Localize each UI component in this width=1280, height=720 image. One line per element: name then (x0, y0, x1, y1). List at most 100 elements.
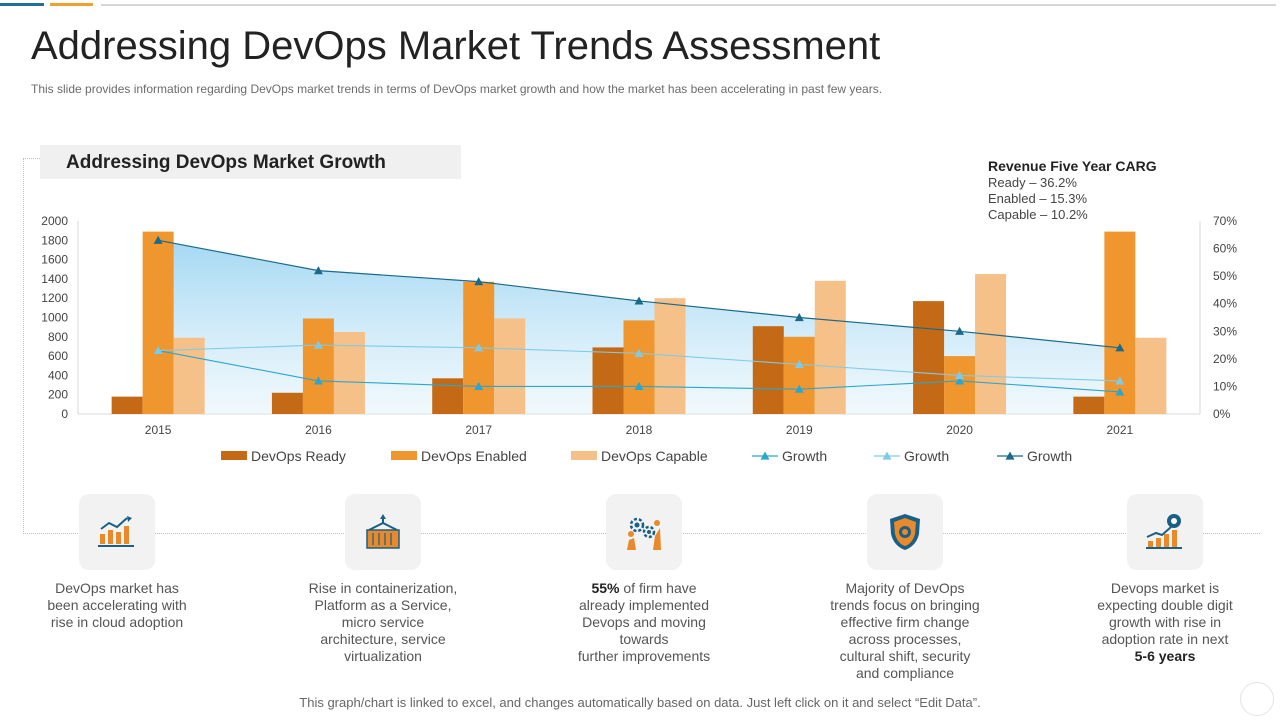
bar-devops-capable-2016 (333, 331, 365, 414)
growth-marker-2-2016 (313, 340, 323, 349)
bar-devops-ready-2016 (271, 392, 303, 414)
feature-card-cloud: DevOps market has been accelerating with… (22, 494, 212, 631)
feature-text-containers: Rise in containerization, Platform as a … (308, 580, 458, 664)
page-indicator (1240, 682, 1274, 716)
gears-people-icon (606, 494, 682, 570)
bar-devops-enabled-2021 (1104, 231, 1136, 414)
y-right-tick-label: 40% (1213, 297, 1237, 311)
page-title: Addressing DevOps Market Trends Assessme… (31, 24, 881, 68)
bar-devops-enabled-2019 (783, 336, 815, 414)
growth-marker-2-2017 (474, 343, 484, 352)
feature-text-security: Majority of DevOps trends focus on bring… (830, 580, 980, 681)
bar-devops-enabled-2020 (944, 356, 976, 414)
cagr-box: Revenue Five Year CARG Ready – 36.2% Ena… (988, 158, 1157, 223)
growth-marker-1-2021 (1115, 387, 1125, 396)
page-subtitle: This slide provides information regardin… (31, 82, 883, 96)
growth-marker-2-2020 (955, 370, 965, 379)
growth-marker-2-2018 (634, 348, 644, 357)
container-icon (345, 494, 421, 570)
cagr-line-enabled: Enabled – 15.3% (988, 191, 1088, 206)
feature-text-forecast: Devops market is expecting double digit … (1097, 580, 1233, 664)
bar-devops-enabled-2018 (623, 320, 655, 414)
legend-swatch-1 (221, 451, 247, 460)
accent-bar-blue (0, 3, 44, 6)
bar-devops-ready-2015 (111, 396, 143, 414)
bar-devops-capable-2019 (814, 280, 846, 414)
accent-bar-gray (101, 4, 1276, 6)
growth-marker-3-2019 (794, 313, 804, 322)
y-left-tick-label: 1000 (41, 311, 68, 325)
market-growth-chart[interactable]: 0 200 400 600 800 1000 1200 1400 1600 1800 2000 0% 1… (0, 0, 1280, 480)
feature-card-adoption: 55% of firm have already implemented Dev… (549, 494, 739, 665)
legend-label-3: DevOps Capable (601, 448, 708, 464)
growth-marker-2-2019 (794, 359, 804, 368)
bar-devops-capable-2017 (494, 318, 526, 414)
y-left-tick-label: 600 (48, 349, 68, 363)
legend-swatch-2 (391, 451, 417, 460)
legend-marker-4 (760, 451, 770, 460)
cagr-line-ready: Ready – 36.2% (988, 175, 1077, 190)
chart-title: Addressing DevOps Market Growth (66, 152, 386, 173)
target-growth-icon (1127, 494, 1203, 570)
growth-marker-3-2016 (313, 266, 323, 275)
feature-text-cloud: DevOps market has been accelerating with… (47, 580, 187, 630)
legend-swatch-3 (571, 451, 597, 460)
bar-devops-capable-2021 (1135, 337, 1167, 414)
frame-border-left (23, 158, 24, 534)
y-left-tick-label: 1800 (41, 233, 68, 247)
bar-devops-ready-2019 (752, 326, 784, 414)
legend-label-4: Growth (782, 448, 827, 464)
accent-bar-orange (50, 3, 93, 6)
growth-marker-3-2018 (634, 296, 644, 305)
shield-icon (867, 494, 943, 570)
growth-marker-2-2021 (1115, 376, 1125, 385)
x-tick-label: 2018 (626, 423, 653, 437)
growth-marker-1-2016 (313, 376, 323, 385)
x-tick-label: 2017 (465, 423, 492, 437)
feature-card-security: Majority of DevOps trends focus on bring… (810, 494, 1000, 682)
cagr-line-capable: Capable – 10.2% (988, 207, 1088, 222)
y-left-tick-label: 0 (61, 407, 68, 421)
x-tick-label: 2019 (786, 423, 813, 437)
growth-chart-icon (79, 494, 155, 570)
bar-devops-capable-2015 (173, 337, 205, 414)
feature-text-adoption: 55% of firm have already implemented Dev… (577, 580, 711, 664)
growth-marker-1-2017 (474, 381, 484, 391)
legend-marker-6 (1005, 451, 1015, 460)
growth-marker-1-2018 (634, 381, 644, 391)
growth-marker-3-2017 (474, 277, 484, 286)
growth-marker-3-2020 (955, 326, 965, 335)
y-left-tick-label: 1200 (41, 291, 68, 305)
x-tick-label: 2021 (1107, 423, 1134, 437)
frame-border-top (23, 158, 40, 159)
y-right-tick-label: 70% (1213, 214, 1237, 228)
bar-devops-ready-2017 (432, 378, 464, 414)
x-tick-label: 2015 (145, 423, 172, 437)
cagr-title: Revenue Five Year CARG (988, 158, 1157, 174)
bar-devops-ready-2021 (1073, 396, 1105, 414)
footer-note: This graph/chart is linked to excel, and… (299, 695, 981, 710)
bar-devops-capable-2020 (975, 274, 1007, 414)
y-right-tick-label: 60% (1213, 242, 1237, 256)
y-left-tick-label: 1600 (41, 253, 68, 267)
y-left-tick-label: 1400 (41, 272, 68, 286)
legend-label-5: Growth (904, 448, 949, 464)
growth-marker-3-2015 (153, 235, 163, 244)
y-left-tick-label: 400 (48, 368, 68, 382)
bar-devops-enabled-2015 (142, 231, 174, 414)
x-tick-label: 2020 (946, 423, 973, 437)
growth-marker-1-2020 (955, 376, 965, 385)
bar-devops-ready-2020 (913, 301, 945, 414)
x-tick-label: 2016 (305, 423, 332, 437)
y-right-tick-label: 20% (1213, 352, 1237, 366)
y-right-tick-label: 30% (1213, 324, 1237, 338)
legend-label-1: DevOps Ready (251, 448, 346, 464)
growth-marker-2-2015 (153, 346, 163, 355)
y-left-tick-label: 200 (48, 388, 68, 402)
y-right-tick-label: 0% (1213, 407, 1231, 421)
feature-card-containers: Rise in containerization, Platform as a … (288, 494, 478, 665)
legend-marker-5 (882, 451, 892, 460)
y-left-tick-label: 2000 (41, 214, 68, 228)
bar-devops-enabled-2016 (302, 318, 334, 414)
growth-marker-1-2019 (794, 384, 804, 393)
